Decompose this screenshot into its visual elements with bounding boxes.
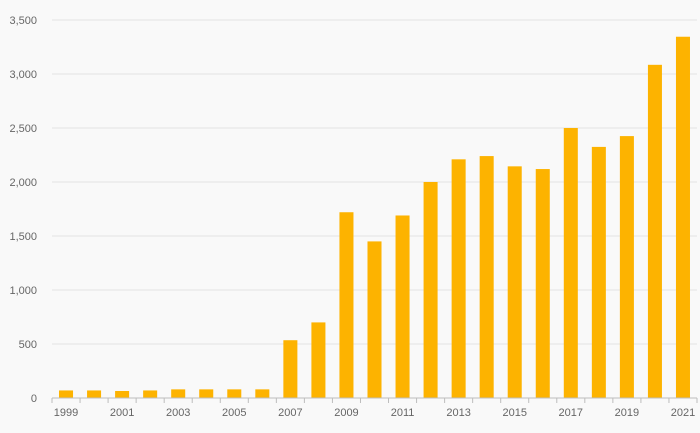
x-tick-label: 2009 — [334, 407, 358, 419]
bar-2009 — [339, 212, 354, 398]
bar-2020 — [647, 64, 662, 398]
x-axis-tick-labels: 1999 2001 2003 2005 2007 2009 2011 2013 2015 2017… — [54, 407, 695, 419]
bar-1999 — [59, 390, 74, 398]
bar-2016 — [535, 169, 550, 398]
x-tick-label: 2021 — [671, 407, 695, 419]
y-tick-label: 2,500 — [9, 123, 37, 135]
bar-2008 — [311, 322, 326, 398]
bar-2001 — [115, 390, 130, 398]
x-tick-label: 2003 — [166, 407, 190, 419]
bar-2021 — [675, 36, 690, 399]
bar-2018 — [591, 146, 606, 398]
bar-2012 — [423, 182, 438, 398]
y-tick-label: 500 — [19, 339, 37, 351]
bar-2005 — [227, 389, 242, 398]
x-tick-label: 2007 — [278, 407, 302, 419]
bars — [59, 36, 690, 399]
bar-2007 — [283, 340, 298, 398]
bar-2006 — [255, 389, 270, 398]
y-tick-label: 1,000 — [9, 285, 37, 297]
x-tick-label: 2019 — [615, 407, 639, 419]
x-axis-ticks — [51, 398, 698, 403]
bar-2019 — [619, 136, 634, 398]
y-tick-label: 3,500 — [9, 15, 37, 27]
x-tick-label: 2015 — [502, 407, 526, 419]
x-tick-label: 2011 — [391, 407, 415, 419]
x-tick-label: 1999 — [54, 407, 78, 419]
bar-2015 — [507, 166, 522, 398]
bar-2014 — [479, 156, 494, 398]
bar-2011 — [395, 215, 410, 398]
y-tick-label: 0 — [31, 393, 37, 405]
y-axis-tick-labels: 0 500 1,000 1,500 2,000 2,500 3,000 3,500 — [9, 15, 37, 405]
x-tick-label: 2005 — [222, 407, 246, 419]
y-tick-label: 3,000 — [9, 69, 37, 81]
bar-2017 — [563, 128, 578, 398]
x-tick-label: 2017 — [559, 407, 583, 419]
bar-2003 — [171, 389, 186, 398]
y-tick-label: 2,000 — [9, 177, 37, 189]
grid-lines — [52, 19, 697, 345]
bar-2013 — [451, 159, 466, 398]
x-tick-label: 2001 — [110, 407, 134, 419]
bar-2010 — [367, 241, 382, 398]
bar-2002 — [143, 390, 158, 398]
x-tick-label: 2013 — [446, 407, 470, 419]
bar-2000 — [87, 390, 102, 398]
y-tick-label: 1,500 — [9, 231, 37, 243]
bar-2004 — [199, 389, 214, 398]
